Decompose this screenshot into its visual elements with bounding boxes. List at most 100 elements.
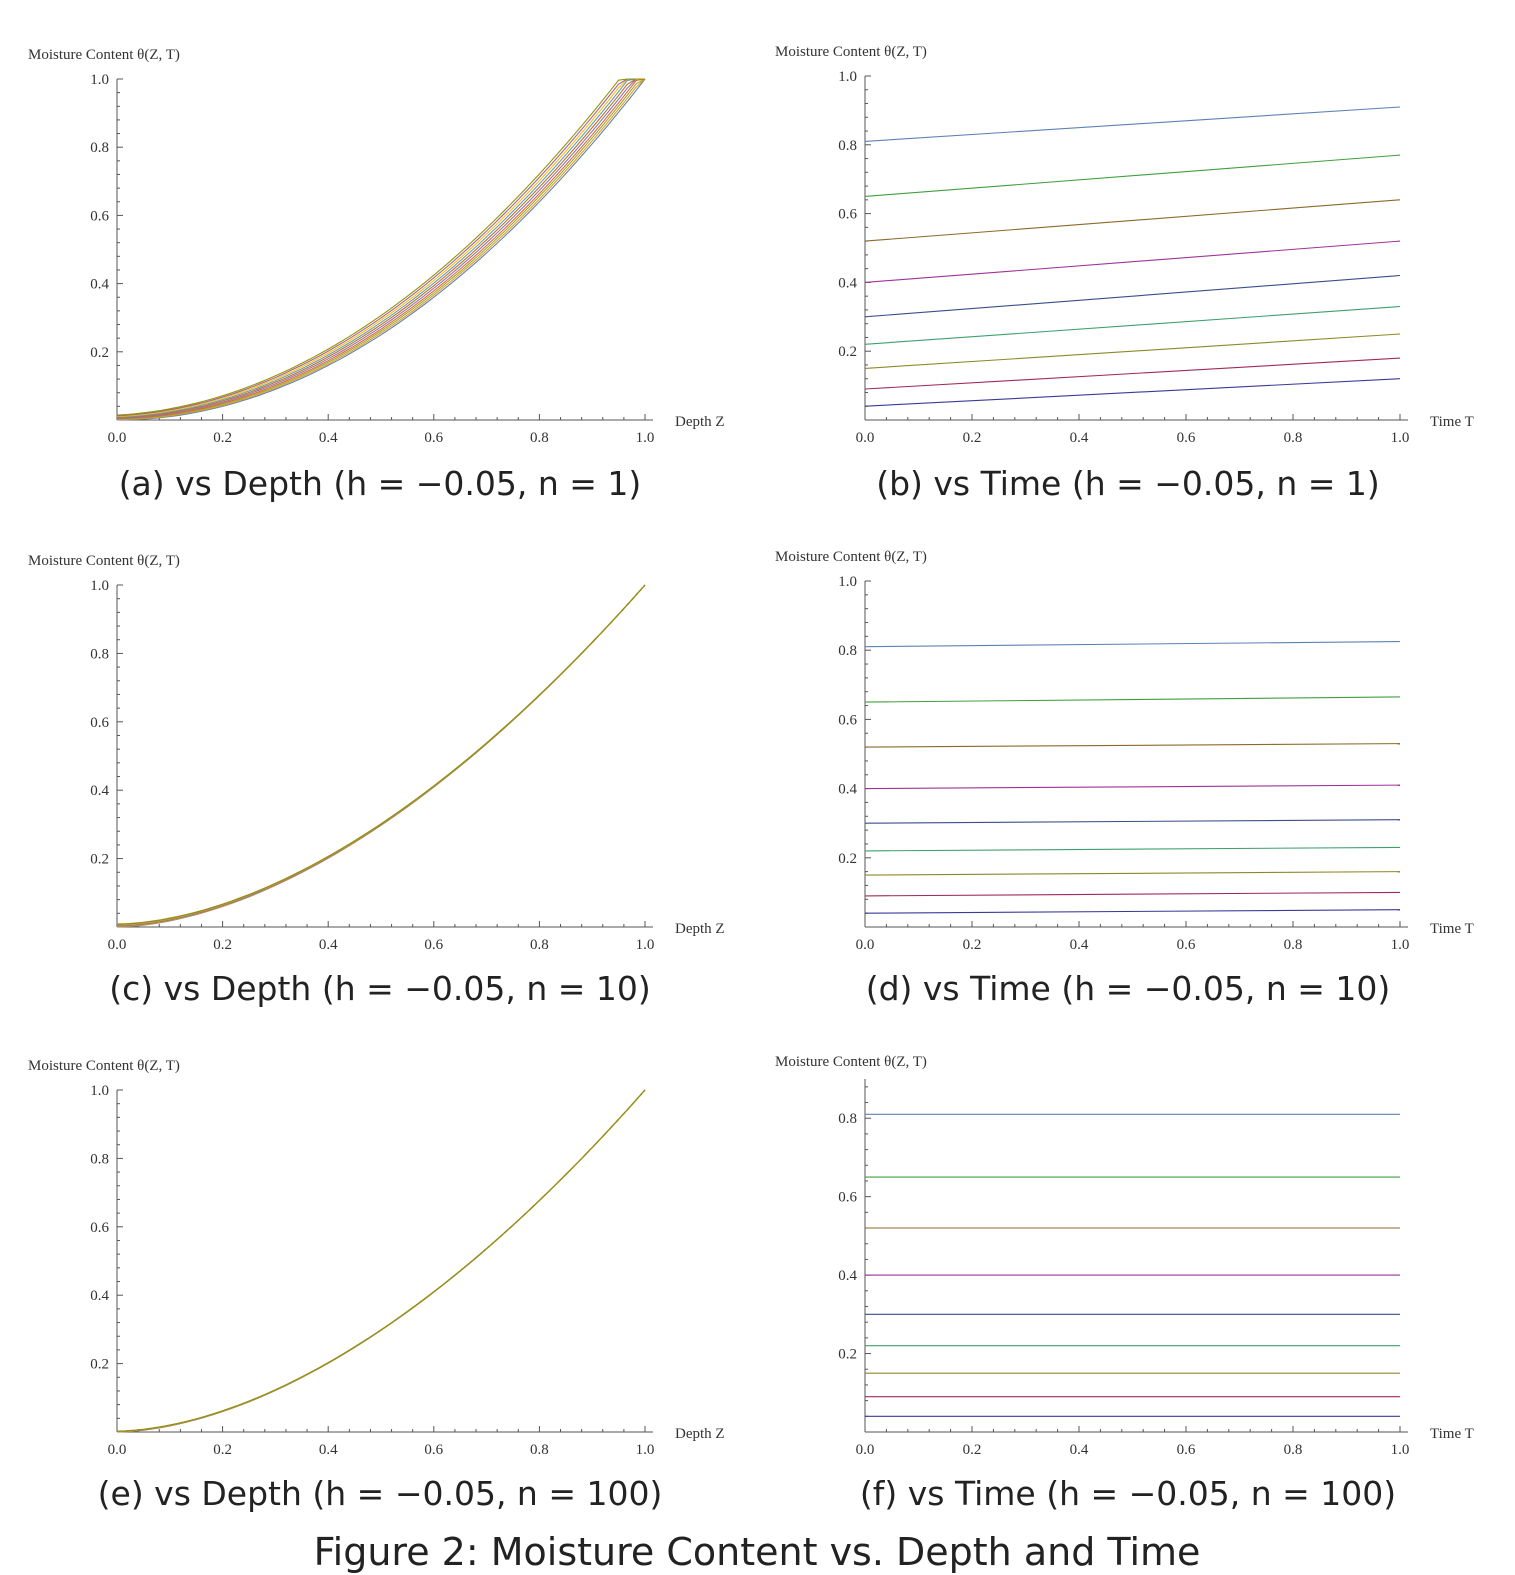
- x-tick-label: 0.4: [1070, 1442, 1089, 1458]
- series-line: [116, 1089, 646, 1433]
- y-tick-label: 0.4: [838, 275, 857, 291]
- panel-caption: (e) vs Depth (h = −0.05, n = 100): [98, 1474, 663, 1513]
- series-line: [116, 78, 645, 417]
- series-line: [116, 1089, 646, 1433]
- x-tick-label: 1.0: [1391, 937, 1410, 953]
- y-tick-label: 0.2: [838, 851, 857, 867]
- series-line: [116, 584, 646, 928]
- y-tick-label: 0.4: [838, 782, 857, 798]
- x-tick-label: 0.4: [1070, 430, 1089, 446]
- series-line: [116, 584, 646, 926]
- series-line: [864, 891, 1401, 897]
- y-tick-label: 0.8: [90, 646, 109, 662]
- y-axis-label: Moisture Content θ(Z, T): [775, 44, 927, 60]
- x-tick-label: 0.8: [1284, 1442, 1303, 1458]
- y-tick-label: 0.2: [90, 345, 109, 361]
- series-line: [864, 274, 1401, 318]
- series-line: [116, 584, 646, 925]
- series-line: [864, 743, 1401, 748]
- y-tick-label: 0.8: [838, 138, 857, 154]
- series-line: [116, 1089, 646, 1432]
- x-tick-label: 0.8: [1284, 937, 1303, 953]
- x-tick-label: 0.4: [319, 1442, 338, 1458]
- x-tick-label: 0.4: [319, 430, 338, 446]
- chart-panel-f: 0.0 0.2 0.4 0.6 0.8 1.0 0.2 0.4 0.6 0.8 Moisture C…: [775, 1054, 1474, 1513]
- y-tick-label: 0.6: [90, 715, 109, 731]
- y-tick-label: 0.2: [90, 852, 109, 868]
- chart-panel-d: 0.0 0.2 0.4 0.6 0.8 1.0 0.2 0.4 0.6 0.8 1.0 Moistur…: [775, 549, 1474, 1008]
- series-line: [864, 696, 1401, 703]
- series-line: [116, 584, 646, 926]
- x-tick-label: 0.6: [424, 1442, 443, 1458]
- x-tick-label: 0.0: [108, 430, 127, 446]
- y-tick-label: 1.0: [90, 1083, 109, 1099]
- x-tick-label: 0.2: [213, 937, 232, 953]
- x-tick-label: 0.2: [213, 1442, 232, 1458]
- y-tick-label: 0.2: [838, 344, 857, 360]
- x-tick-label: 0.0: [108, 937, 127, 953]
- series-line: [116, 584, 646, 926]
- series-line: [864, 333, 1401, 369]
- x-tick-label: 0.0: [856, 430, 875, 446]
- x-axis-label: Depth Z: [675, 921, 725, 937]
- y-tick-label: 0.6: [90, 208, 109, 224]
- series-line: [116, 1089, 646, 1432]
- x-axis-label: Depth Z: [675, 1426, 725, 1442]
- x-tick-label: 0.6: [1177, 1442, 1196, 1458]
- series-line: [116, 584, 646, 927]
- series-line: [864, 305, 1401, 345]
- series-line: [116, 78, 645, 417]
- series-line: [864, 640, 1401, 648]
- series-line: [864, 154, 1401, 197]
- series-line: [116, 584, 646, 925]
- x-tick-label: 1.0: [636, 430, 655, 446]
- series-line: [864, 871, 1401, 876]
- y-axis-label: Moisture Content θ(Z, T): [28, 47, 180, 63]
- y-tick-label: 0.8: [838, 643, 857, 659]
- series-line: [116, 78, 645, 419]
- series-line: [116, 1089, 646, 1433]
- x-tick-label: 0.6: [424, 937, 443, 953]
- x-tick-label: 0.8: [530, 1442, 549, 1458]
- y-axis-label: Moisture Content θ(Z, T): [28, 1058, 180, 1074]
- x-tick-label: 0.2: [963, 937, 982, 953]
- y-tick-label: 0.4: [838, 1268, 857, 1284]
- x-tick-label: 0.2: [213, 430, 232, 446]
- series-line: [116, 1089, 646, 1433]
- x-axis-label: Depth Z: [675, 414, 725, 430]
- y-tick-label: 0.4: [90, 783, 109, 799]
- y-tick-label: 0.6: [838, 207, 857, 223]
- series-line: [864, 357, 1401, 390]
- series-line: [116, 78, 646, 420]
- series-line: [116, 78, 645, 419]
- series-line: [864, 240, 1401, 283]
- y-axis-label: Moisture Content θ(Z, T): [775, 1054, 927, 1070]
- series-line: [864, 846, 1401, 852]
- y-tick-label: 0.4: [90, 277, 109, 293]
- x-tick-label: 0.6: [1177, 937, 1196, 953]
- x-tick-label: 0.6: [1177, 430, 1196, 446]
- series-line: [864, 378, 1401, 407]
- series-line: [116, 584, 646, 927]
- series-line: [116, 78, 646, 421]
- x-tick-label: 0.6: [424, 430, 443, 446]
- figure-caption: Figure 2: Moisture Content vs. Depth and…: [314, 1530, 1201, 1574]
- y-tick-label: 1.0: [90, 72, 109, 88]
- x-tick-label: 1.0: [1391, 430, 1410, 446]
- x-tick-label: 0.2: [963, 430, 982, 446]
- x-tick-label: 0.4: [319, 937, 338, 953]
- x-tick-label: 0.0: [108, 1442, 127, 1458]
- series-line: [116, 78, 646, 420]
- series-line: [116, 584, 646, 928]
- y-axis-label: Moisture Content θ(Z, T): [775, 549, 927, 565]
- series-line: [864, 199, 1401, 242]
- x-axis-label: Time T: [1430, 1426, 1474, 1442]
- series-line: [116, 1089, 646, 1432]
- y-axis-label: Moisture Content θ(Z, T): [28, 553, 180, 569]
- x-axis-label: Time T: [1430, 414, 1474, 430]
- series-line: [864, 909, 1401, 914]
- panel-caption: (b) vs Time (h = −0.05, n = 1): [876, 464, 1380, 503]
- panel-caption: (f) vs Time (h = −0.05, n = 100): [860, 1474, 1396, 1513]
- series-line: [116, 78, 645, 416]
- series-line: [116, 1089, 646, 1433]
